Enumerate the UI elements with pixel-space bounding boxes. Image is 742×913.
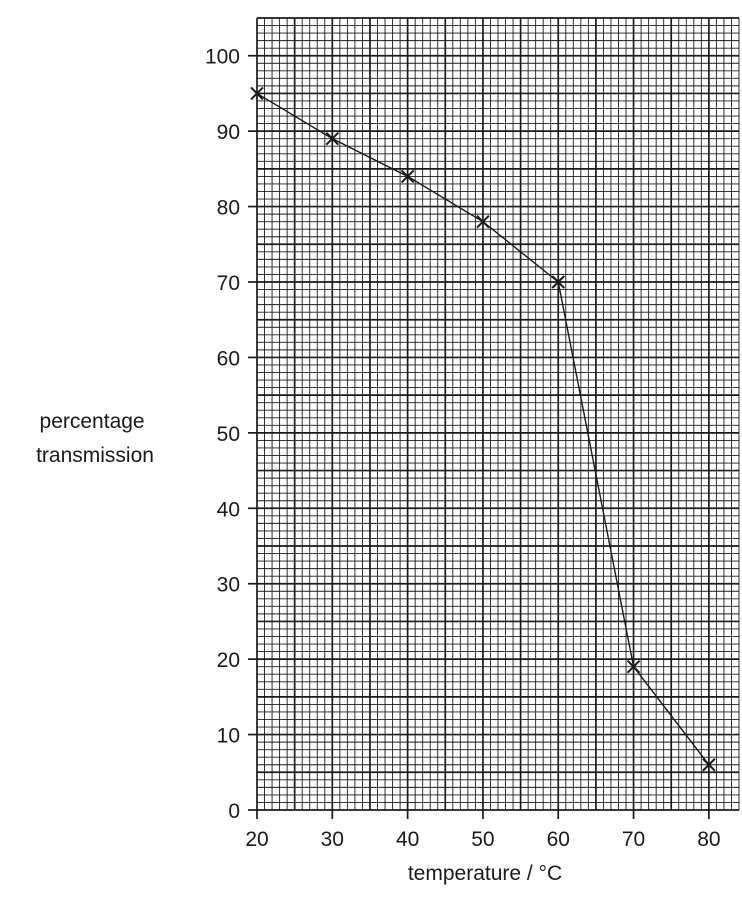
x-tick-label: 20 [245,828,268,851]
y-tick-label: 40 [217,498,240,521]
y-tick-label: 20 [217,649,240,672]
x-tick-label: 60 [547,828,570,851]
y-axis-title-line-1: percentage [40,410,145,433]
y-tick-label: 70 [217,272,240,295]
data-point-marker [250,86,264,101]
y-tick-label: 10 [217,725,240,748]
data-point-marker [476,214,490,229]
y-tick-label: 0 [228,800,240,823]
data-points [250,86,716,772]
y-axis-title: percentage transmission [36,410,154,467]
x-axis-ticks: 20 30 40 50 60 70 80 [245,828,720,851]
x-tick-label: 70 [622,828,645,851]
x-tick-label: 50 [471,828,494,851]
data-point-marker [400,169,415,184]
x-tick-label: 30 [321,828,344,851]
y-tick-label: 30 [217,574,240,597]
data-point-marker [702,758,716,772]
y-tick-label: 90 [217,121,240,144]
data-point-marker [325,131,340,146]
data-point-marker [626,659,641,674]
grid [248,17,740,819]
y-tick-label: 60 [217,347,240,370]
data-point-marker [551,275,565,289]
y-axis-title-line-2: transmission [36,444,154,467]
y-axis-ticks: 0 10 20 30 40 50 60 70 80 90 100 [205,46,240,823]
y-tick-label: 50 [217,423,240,446]
y-tick-label: 100 [205,46,240,69]
x-tick-label: 80 [697,828,720,851]
x-tick-label: 40 [396,828,419,851]
y-tick-label: 80 [217,197,240,220]
x-axis-title: temperature / °C [408,862,562,885]
